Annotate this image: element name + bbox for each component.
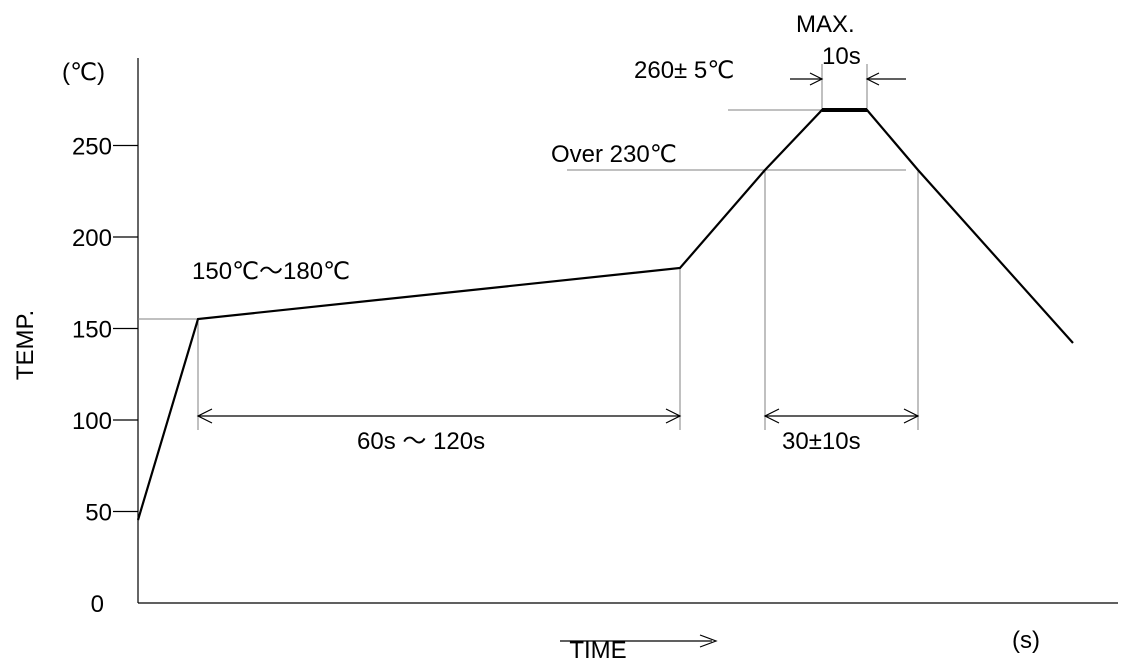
guide-lines <box>138 64 919 430</box>
y-tick-label-250: 250 <box>72 134 112 161</box>
preheat-range-label: 150℃～180℃ <box>192 258 350 285</box>
preheat-time-label: 60s ～ 120s <box>357 428 485 455</box>
time-arrow-head <box>699 634 718 648</box>
temperature-profile-line <box>136 108 1074 521</box>
y-axis-label: TEMP. <box>12 310 39 380</box>
over-time-arrow <box>763 408 920 424</box>
peak-time-arrows <box>790 72 906 86</box>
x-unit-label: (s) <box>1012 627 1040 654</box>
peak-time-label-line1: MAX. <box>796 11 855 38</box>
y-tick-group: 0 50 100 150 200 250 <box>72 134 138 618</box>
y-tick-label-200: 200 <box>72 225 112 252</box>
over-time-label: 30±10s <box>782 428 861 455</box>
peak-time-label-line2: 10s <box>822 43 861 70</box>
y-tick-label-100: 100 <box>72 408 112 435</box>
preheat-time-arrow <box>196 408 682 424</box>
over-temp-label: Over 230℃ <box>551 141 677 168</box>
y-tick-label-50: 50 <box>85 500 112 527</box>
peak-temp-label: 260± 5℃ <box>634 57 734 84</box>
y-tick-label-0: 0 <box>91 591 104 618</box>
y-unit-label: (℃) <box>62 59 105 86</box>
y-tick-label-150: 150 <box>72 317 112 344</box>
